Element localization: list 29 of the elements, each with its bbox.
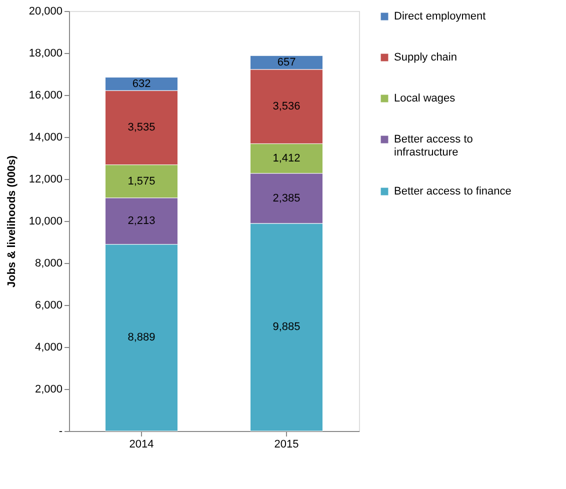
x-tick-label: 2015 — [274, 438, 299, 450]
y-tick-label: 18,000 — [28, 48, 62, 60]
y-tick-label: 2,000 — [34, 384, 62, 396]
legend-label: Better access to finance — [394, 186, 512, 198]
legend-label: Direct employment — [394, 10, 486, 22]
legend-label: Supply chain — [394, 52, 457, 64]
y-tick-label: 8,000 — [34, 258, 62, 270]
y-tick-label: 6,000 — [34, 300, 62, 312]
legend-label: Local wages — [394, 92, 456, 104]
x-tick-label: 2014 — [129, 438, 154, 450]
data-label: 632 — [132, 78, 151, 90]
y-tick-label: - — [58, 426, 63, 438]
legend-label: Better access to infrastructure — [394, 134, 473, 158]
y-axis-title: Jobs & livelihoods (000s) — [6, 155, 18, 288]
data-label: 1,575 — [128, 175, 156, 188]
data-label: 3,535 — [128, 122, 156, 134]
y-tick-label: 4,000 — [34, 342, 62, 354]
data-label: 2,213 — [128, 215, 156, 228]
data-label: 1,412 — [272, 152, 300, 165]
y-tick-label: 10,000 — [28, 216, 62, 228]
data-label: 9,885 — [272, 321, 300, 334]
data-label: 3,536 — [272, 100, 300, 113]
data-label: 2,385 — [272, 192, 300, 204]
y-tick-label: 20,000 — [28, 6, 62, 18]
y-tick-label: 12,000 — [28, 174, 62, 186]
data-label: 8,889 — [128, 332, 156, 344]
data-label: 657 — [277, 56, 296, 69]
y-tick-label: 16,000 — [28, 90, 62, 102]
y-tick-label: 14,000 — [28, 132, 62, 144]
